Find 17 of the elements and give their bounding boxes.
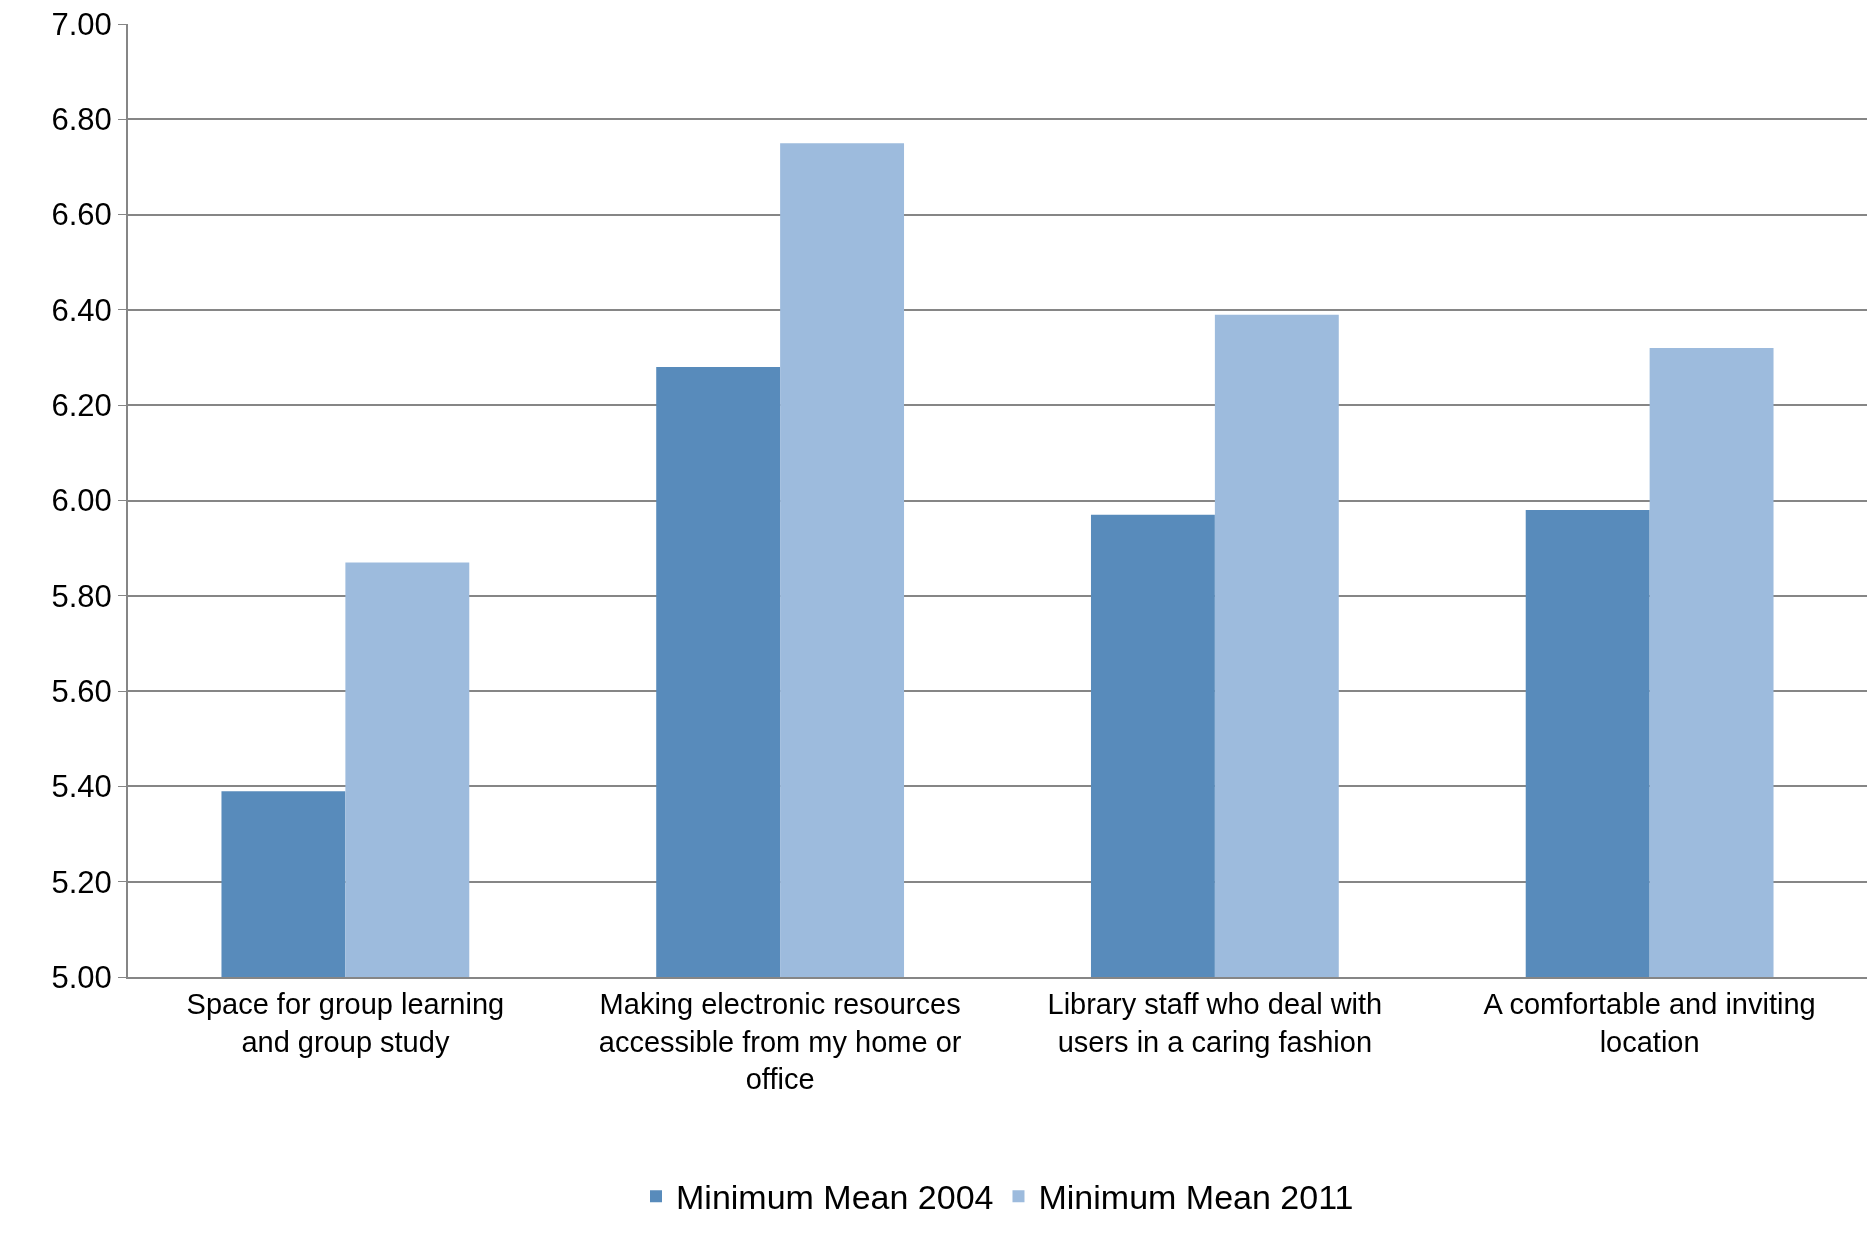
x-tick-label: A comfortable and inviting location	[1483, 987, 1816, 1058]
legend-label: Minimum Mean 2004	[676, 1178, 994, 1217]
y-tick-label: 6.20	[51, 388, 112, 424]
y-tick-label: 6.60	[51, 197, 112, 233]
y-tick-label: 7.00	[51, 6, 112, 42]
legend-label: Minimum Mean 2011	[1038, 1178, 1354, 1217]
y-tick-label: 5.40	[51, 769, 112, 805]
y-tick-label: 6.80	[51, 102, 112, 138]
y-tick-label: 5.20	[51, 864, 112, 900]
x-tick-label: Library staff who deal with users in a caring fashion	[1047, 987, 1383, 1058]
y-tick-label: 6.00	[51, 483, 112, 519]
x-tick-label: Making electronic resources accessible from my home or office	[598, 987, 962, 1096]
y-tick-label: 5.60	[51, 673, 112, 709]
x-tick-label: Space for group learning and group study	[186, 987, 505, 1058]
y-tick-label: 5.00	[51, 959, 112, 995]
y-tick-label: 6.40	[51, 292, 112, 328]
y-tick-label: 5.80	[51, 578, 112, 614]
